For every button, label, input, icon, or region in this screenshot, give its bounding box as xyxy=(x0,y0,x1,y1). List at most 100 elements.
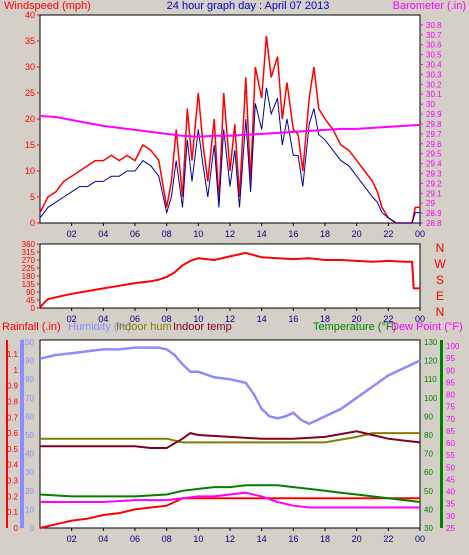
dew-ytick-label: 80 xyxy=(446,391,455,400)
baro-ytick-label: 30.3 xyxy=(426,70,442,79)
wind-ytick-label: 20 xyxy=(25,114,35,124)
hum-ytick-label: 50 xyxy=(25,431,34,440)
dew-ytick-label: 60 xyxy=(446,439,455,448)
chart-marks: 051015202530354028.828.92929.129.229.329… xyxy=(6,10,460,544)
climate-xtick-label: 12 xyxy=(225,534,235,544)
dew-ytick-label: 85 xyxy=(446,378,455,387)
wind-xtick-label: 22 xyxy=(383,229,393,239)
compass-label-w: W xyxy=(434,257,446,271)
hum-ytick-label: 90 xyxy=(25,357,34,366)
climate-xtick-label: 14 xyxy=(257,534,267,544)
dew-ytick-label: 75 xyxy=(446,403,455,412)
baro-ytick-label: 29.3 xyxy=(426,169,442,178)
dir-ytick-label: 270 xyxy=(22,256,36,265)
rain-ytick-label: 0.5 xyxy=(7,445,19,454)
temp-ytick-label: 90 xyxy=(424,412,433,421)
temp-ytick-label: 130 xyxy=(424,338,438,347)
legend-humidity: Humidity (%) xyxy=(68,321,131,333)
temp-ytick-label: 100 xyxy=(424,394,438,403)
dir-ytick-label: 360 xyxy=(22,240,36,249)
compass-label-n: N xyxy=(436,241,445,255)
wind-xtick-label: 02 xyxy=(67,229,77,239)
climate-xtick-label: 00 xyxy=(415,534,425,544)
hum-ytick-label: 10 xyxy=(25,505,34,514)
baro-ytick-label: 29.6 xyxy=(426,140,442,149)
climate-xtick-label: 02 xyxy=(67,534,77,544)
dir-xtick-label: 06 xyxy=(130,314,140,324)
rain-ytick-label: 0.1 xyxy=(7,508,19,517)
series-wind-line xyxy=(39,35,420,224)
wind-ytick-label: 5 xyxy=(30,192,35,202)
baro-ytick-label: 28.9 xyxy=(426,209,442,218)
wind-ytick-label: 25 xyxy=(25,88,35,98)
rain-ytick-label: 0.6 xyxy=(7,429,19,438)
series-dew_point-line xyxy=(40,491,420,509)
wind-xtick-label: 18 xyxy=(320,229,330,239)
climate-xtick-label: 04 xyxy=(98,534,108,544)
graph-title: 24 hour graph day : April 07 2013 xyxy=(167,0,330,12)
hum-ytick-label: 30 xyxy=(25,468,34,477)
legend-indoor-temp: Indoor temp xyxy=(173,321,232,333)
legend-indoor-hum: Indoor hum xyxy=(116,321,172,333)
legend-temperature: Temperature (°F) xyxy=(313,321,396,333)
dir-xtick-label: 00 xyxy=(415,314,425,324)
temp-ytick-label: 40 xyxy=(424,505,433,514)
baro-ytick-label: 30.1 xyxy=(426,90,442,99)
wind-ytick-label: 10 xyxy=(25,166,35,176)
rain-ytick-label: 0.4 xyxy=(7,461,19,470)
dir-xtick-label: 10 xyxy=(193,314,203,324)
dir-ytick-label: 315 xyxy=(22,248,36,257)
dew-ytick-label: 25 xyxy=(446,524,455,533)
series-wind_avg-line xyxy=(39,87,420,224)
wind-xtick-label: 16 xyxy=(288,229,298,239)
direction-plot-area xyxy=(39,243,421,309)
climate-xtick-label: 10 xyxy=(193,534,203,544)
baro-ytick-label: 30.4 xyxy=(426,61,442,70)
climate-xtick-label: 08 xyxy=(162,534,172,544)
dir-ytick-label: 0 xyxy=(31,304,36,313)
hum-ytick-label: 60 xyxy=(25,412,34,421)
dir-ytick-label: 90 xyxy=(26,288,35,297)
barometer-axis-title: Barometer (.in) xyxy=(393,0,466,12)
baro-ytick-label: 30.7 xyxy=(426,31,442,40)
compass-label-e: E xyxy=(436,289,444,303)
baro-ytick-label: 29.4 xyxy=(426,160,442,169)
wind-ytick-label: 0 xyxy=(30,218,35,228)
dew-ytick-label: 45 xyxy=(446,475,455,484)
baro-ytick-label: 30.5 xyxy=(426,51,442,60)
baro-ytick-label: 30.8 xyxy=(426,21,442,30)
climate-plot-area xyxy=(39,339,421,529)
wind-ytick-label: 30 xyxy=(25,62,35,72)
dir-xtick-label: 16 xyxy=(288,314,298,324)
wind-xtick-label: 08 xyxy=(162,229,172,239)
series-temperature-line xyxy=(39,484,421,503)
dew-ytick-label: 90 xyxy=(446,366,455,375)
dew-ytick-label: 100 xyxy=(446,342,460,351)
dew-ytick-label: 55 xyxy=(446,451,455,460)
dew-ytick-label: 50 xyxy=(446,463,455,472)
dew-ytick-label: 35 xyxy=(446,500,455,509)
temp-ytick-label: 120 xyxy=(424,357,438,366)
dir-ytick-label: 45 xyxy=(26,296,35,305)
wind-xtick-label: 12 xyxy=(225,229,235,239)
series-indoor_temp-line xyxy=(40,430,421,449)
baro-ytick-label: 29.1 xyxy=(426,189,442,198)
hum-ytick-label: 80 xyxy=(25,375,34,384)
dir-xtick-label: 02 xyxy=(67,314,77,324)
rain-ytick-label: 0.9 xyxy=(7,382,19,391)
rain-ytick-label: 1.1 xyxy=(7,350,19,359)
dir-xtick-label: 04 xyxy=(98,314,108,324)
temperature-axis-bar xyxy=(440,340,443,528)
hum-ytick-label: 0 xyxy=(30,524,35,533)
baro-ytick-label: 30.6 xyxy=(426,41,442,50)
baro-ytick-label: 29.2 xyxy=(426,179,442,188)
hum-ytick-label: 70 xyxy=(25,394,34,403)
temp-ytick-label: 70 xyxy=(424,450,433,459)
compass-label-n: N xyxy=(436,305,445,319)
dir-xtick-label: 18 xyxy=(320,314,330,324)
dew-ytick-label: 30 xyxy=(446,512,455,521)
compass-label-s: S xyxy=(436,273,444,287)
legend-dew-point: Dew Point (°F) xyxy=(391,321,463,333)
rain-ytick-label: 0.8 xyxy=(7,397,19,406)
